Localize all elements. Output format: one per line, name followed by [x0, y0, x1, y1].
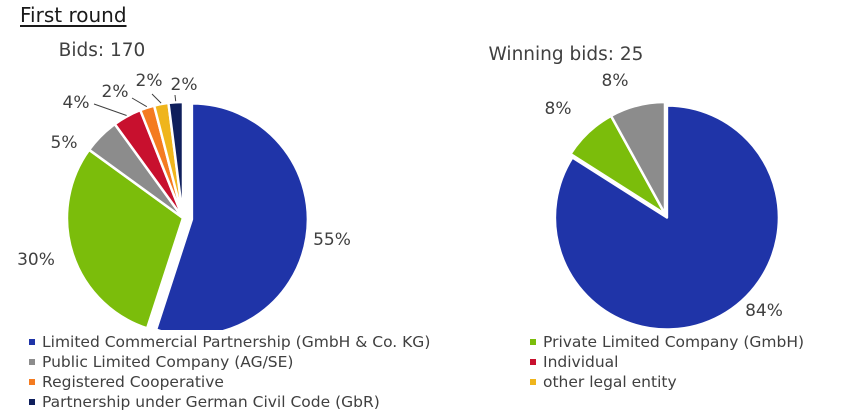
legend-label: Private Limited Company (GmbH) [543, 332, 805, 351]
legend-swatch [530, 358, 536, 365]
pie-slice-partnership-under-german-civil-code-gbr [167, 100, 185, 220]
legend-label: Partnership under German Civil Code (GbR… [42, 392, 380, 411]
legend-item-gbr: Partnership under German Civil Code (GbR… [29, 391, 380, 412]
legend-label: Individual [543, 352, 619, 371]
pie-slice-private-limited-company-gmbh [65, 148, 185, 330]
legend-swatch [29, 338, 35, 345]
legend-label: other legal entity [543, 372, 677, 391]
legend-label: Registered Cooperative [42, 372, 224, 391]
legend-item-gmbh: Private Limited Company (GmbH) [530, 331, 804, 352]
pie-slice-label: 4% [63, 93, 90, 113]
legend-swatch [530, 338, 536, 345]
pie-slice-label: 30% [17, 250, 55, 270]
pie-slice-public-limited-company-ag-se [609, 100, 667, 216]
pie-leader-line [174, 94, 177, 102]
legend-item-individual: Individual [530, 351, 619, 372]
legend-swatch [29, 398, 35, 405]
chart-title-winning-bids: Winning bids: 25 [489, 44, 644, 65]
pie-slice-label: 2% [171, 75, 198, 95]
pie-slice-label: 84% [745, 301, 783, 321]
legend-item-registered-cooperative: Registered Cooperative [29, 371, 224, 392]
pie-leader-line [93, 103, 127, 116]
pie-chart-0: 55% 30% 5% 4% 2% 2% 2% [17, 71, 351, 330]
pie-slice-label: 8% [602, 71, 629, 91]
legend-item-gmbh-co-kg: Limited Commercial Partnership (GmbH & C… [29, 331, 430, 352]
pie-chart-1: 84% 8% 8% [545, 71, 783, 330]
pie-slice-limited-commercial-partnership-gmbh-co-kg [154, 102, 310, 330]
legend-swatch [29, 378, 35, 385]
pie-leader-line [151, 93, 162, 104]
pie-charts: Bids: 170 Winning bids: 25 55% 30% 5% 4% 2% 2… [17, 40, 783, 330]
legend-item-ag-se: Public Limited Company (AG/SE) [29, 351, 293, 372]
pie-slice-label: 2% [136, 71, 163, 91]
legend-label: Public Limited Company (AG/SE) [42, 352, 294, 371]
legend-swatch [530, 378, 536, 385]
chart-title-bids: Bids: 170 [59, 40, 146, 61]
legend-item-other-legal-entity: other legal entity [530, 371, 677, 392]
legend: Limited Commercial Partnership (GmbH & C… [0, 329, 850, 411]
page-title: First round [20, 3, 127, 27]
pie-slice-label: 8% [545, 99, 572, 119]
legend-label: Limited Commercial Partnership (GmbH & C… [42, 332, 431, 351]
pie-slice-label: 5% [51, 133, 78, 153]
pie-slice-label: 2% [102, 82, 129, 102]
pie-slice-limited-commercial-partnership-gmbh-co-kg [553, 104, 781, 330]
pie-slice-label: 55% [313, 230, 351, 250]
legend-swatch [29, 358, 35, 365]
pie-leader-line [131, 97, 148, 108]
